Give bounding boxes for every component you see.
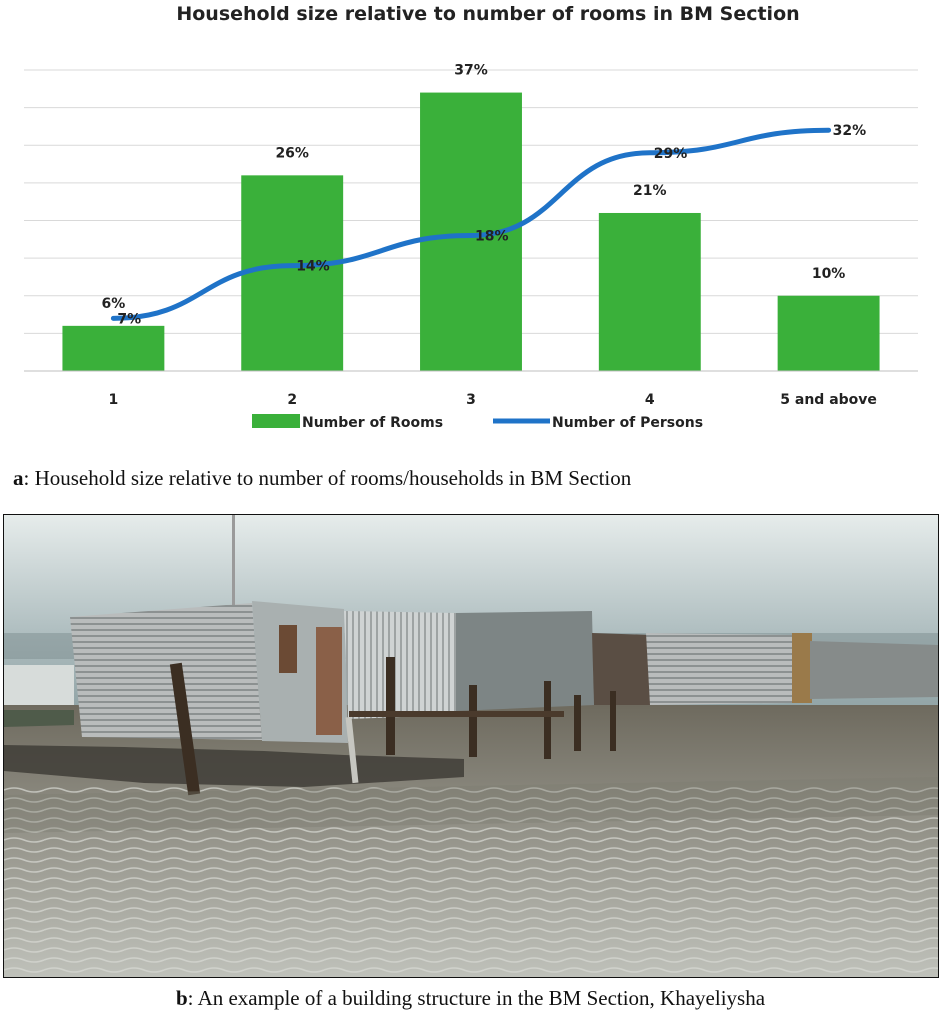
line-label: 7% (117, 311, 141, 327)
line-label: 29% (654, 146, 688, 162)
legend-label-persons: Number of Persons (552, 415, 703, 431)
caption-a-text: : Household size relative to number of r… (23, 466, 632, 490)
caption-b-letter: b (175, 986, 188, 1010)
bar-label: 21% (633, 183, 667, 199)
x-tick-label: 2 (287, 392, 297, 408)
bar-label: 26% (275, 145, 309, 161)
photo-illustration (4, 515, 938, 977)
x-axis-ticks: 1 2 3 4 5 and above (24, 370, 918, 408)
photo-flooded-shacks (3, 514, 939, 978)
bar-label: 6% (102, 296, 126, 312)
bar-rooms-2 (241, 175, 344, 371)
bar-rooms-1 (62, 325, 165, 371)
bar-rooms-4 (598, 212, 701, 371)
legend: Number of Rooms Number of Persons (252, 414, 703, 431)
x-tick-label: 4 (645, 392, 655, 408)
x-tick-label: 1 (109, 392, 119, 408)
x-tick-label: 3 (466, 392, 476, 408)
bar-series: 6% 26% 37% 21% 10% (62, 63, 880, 371)
legend-swatch-rooms (252, 414, 300, 428)
bar-rooms-5-and-above (777, 295, 880, 371)
chart-title: Household size relative to number of roo… (176, 3, 799, 25)
line-persons (110, 127, 832, 321)
chart: Household size relative to number of roo… (24, 3, 918, 431)
line-series: 7% 14% 18% 29% 32% (110, 123, 867, 327)
line-label: 14% (296, 259, 330, 275)
bar-label: 10% (812, 266, 846, 282)
caption-a-letter: a (13, 466, 24, 490)
line-label: 32% (833, 123, 867, 139)
x-tick-label: 5 and above (780, 392, 877, 408)
caption-a: a: Household size relative to number of … (13, 466, 941, 491)
caption-b-text: : An example of a building structure in … (187, 986, 766, 1010)
caption-b: b: An example of a building structure in… (0, 986, 941, 1011)
bar-label: 37% (454, 63, 488, 79)
legend-label-rooms: Number of Rooms (302, 415, 443, 431)
line-label: 18% (475, 229, 509, 245)
